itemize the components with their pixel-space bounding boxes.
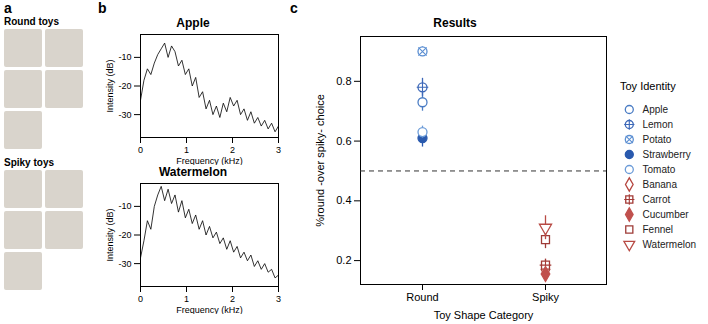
html-text:c: c — [290, 0, 298, 16]
svg-text:Tomato: Tomato — [643, 164, 676, 175]
svg-text:Intensity (dB): Intensity (dB) — [105, 208, 115, 261]
svg-text:-20: -20 — [118, 81, 131, 91]
svg-text:3: 3 — [276, 145, 281, 155]
html-text:Toy Identity: Toy Identity — [620, 80, 676, 92]
html-text:Round toys: Round toys — [4, 16, 59, 27]
svg-text:Banana: Banana — [643, 179, 678, 190]
svg-text:0.2: 0.2 — [336, 254, 351, 266]
svg-text:-20: -20 — [118, 230, 131, 240]
svg-text:0: 0 — [138, 145, 143, 155]
svg-text:Spiky: Spiky — [532, 291, 559, 303]
html-text:Results: Results — [433, 16, 477, 30]
svg-text:-30: -30 — [118, 258, 131, 268]
svg-text:-10: -10 — [118, 201, 131, 211]
svg-text:0.8: 0.8 — [336, 75, 351, 87]
svg-text:Carrot: Carrot — [643, 194, 671, 205]
svg-text:-30: -30 — [118, 109, 131, 119]
svg-text:0.6: 0.6 — [336, 135, 351, 147]
svg-text:Watermelon: Watermelon — [643, 239, 697, 250]
svg-text:Strawberry: Strawberry — [643, 149, 691, 160]
svg-text:-10: -10 — [118, 52, 131, 62]
svg-text:Potato: Potato — [643, 134, 672, 145]
html-text:b: b — [98, 0, 107, 16]
html-text:Apple: Apple — [176, 16, 210, 30]
svg-text:2: 2 — [230, 145, 235, 155]
svg-text:Round: Round — [406, 291, 438, 303]
svg-text:%round -over spiky- choice: %round -over spiky- choice — [314, 94, 326, 227]
svg-text:1: 1 — [184, 294, 189, 304]
svg-text:3: 3 — [276, 294, 281, 304]
svg-text:Lemon: Lemon — [643, 119, 674, 130]
svg-text:Apple: Apple — [643, 104, 669, 115]
html-text:Watermelon: Watermelon — [158, 165, 228, 179]
html-text:a: a — [4, 0, 12, 16]
svg-text:Fennel: Fennel — [643, 224, 674, 235]
svg-text:0.4: 0.4 — [336, 194, 351, 206]
svg-text:Intensity (dB): Intensity (dB) — [105, 59, 115, 112]
svg-text:Frequency (kHz): Frequency (kHz) — [176, 305, 243, 315]
svg-text:2: 2 — [230, 294, 235, 304]
svg-text:1: 1 — [184, 145, 189, 155]
svg-text:Frequency (kHz): Frequency (kHz) — [176, 156, 243, 166]
svg-text:Cucumber: Cucumber — [643, 209, 690, 220]
svg-text:Toy Shape Category: Toy Shape Category — [434, 309, 534, 321]
html-text:Spiky toys: Spiky toys — [4, 157, 54, 168]
svg-text:0: 0 — [138, 294, 143, 304]
